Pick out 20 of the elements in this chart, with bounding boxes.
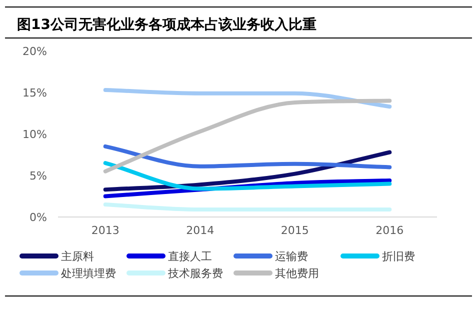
legend-label: 主原料: [61, 250, 94, 263]
legend-label: 直接人工: [168, 250, 212, 263]
line-series: [103, 161, 392, 191]
y-tick-label: 10%: [22, 128, 47, 141]
chart-title: 图13公司无害化业务各项成本占该业务收入比重: [17, 16, 316, 33]
x-tick-label: 2014: [186, 224, 214, 237]
line-series: [103, 98, 392, 174]
y-tick-label: 20%: [22, 45, 47, 58]
y-tick-label: 0%: [30, 211, 47, 224]
x-tick-label: 2016: [376, 224, 404, 237]
legend-label: 处理填埋费: [61, 267, 116, 280]
legend-label: 折旧费: [382, 250, 415, 263]
x-tick-label: 2015: [280, 224, 309, 237]
line-series: [103, 144, 392, 170]
legend-label: 运输费: [275, 250, 308, 263]
legend-label: 技术服务费: [167, 267, 223, 280]
x-tick-label: 2013: [91, 224, 120, 237]
y-tick-label: 15%: [22, 86, 47, 100]
legend-label: 其他费用: [275, 267, 319, 280]
y-tick-label: 5%: [30, 170, 47, 182]
